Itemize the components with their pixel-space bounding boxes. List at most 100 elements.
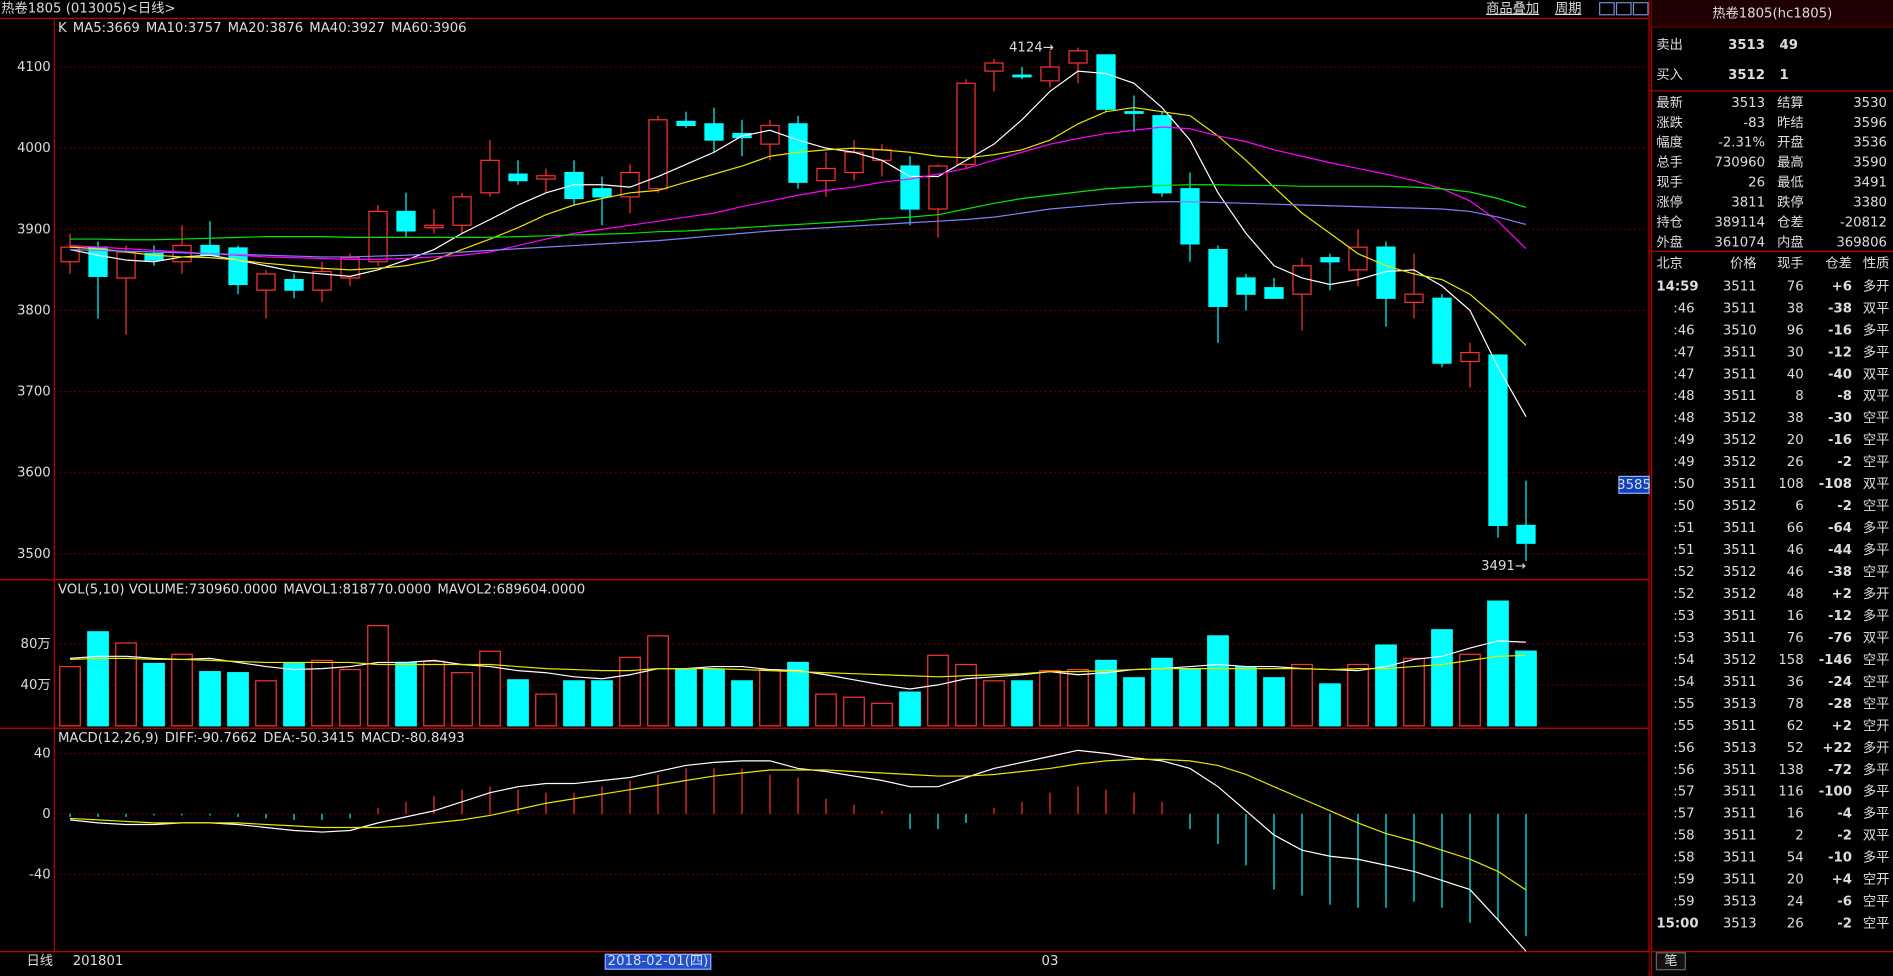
indicator-label: MA5:3669 xyxy=(73,21,140,36)
volume-bar xyxy=(983,680,1005,727)
stat-value: 3811 xyxy=(1731,195,1765,210)
tick-cell: 3511 xyxy=(1723,543,1757,558)
candle-body xyxy=(144,253,164,261)
tab-label[interactable]: 笔 xyxy=(1664,953,1677,969)
volume-bar xyxy=(591,680,613,727)
tick-cell: 多开 xyxy=(1863,585,1890,602)
volume-bar xyxy=(59,665,81,727)
stat-label: 昨结 xyxy=(1777,115,1804,131)
menu-button[interactable]: 商品叠加 xyxy=(1486,1,1539,17)
candle-body xyxy=(1236,277,1256,295)
tick-cell: :47 xyxy=(1673,345,1694,360)
candle-body xyxy=(1012,74,1032,78)
quote-price: 3513 xyxy=(1728,38,1765,53)
tick-cell: -6 xyxy=(1837,895,1852,910)
line xyxy=(70,184,1527,241)
volume-bar xyxy=(843,696,865,727)
tick-cell: 3510 xyxy=(1723,323,1757,338)
line xyxy=(69,640,1527,690)
volume-bar xyxy=(1123,677,1145,727)
stat-label: 涨停 xyxy=(1656,193,1683,210)
volume-bar xyxy=(1235,665,1257,727)
tick-cell: 多平 xyxy=(1863,607,1890,624)
stat-value: -20812 xyxy=(1840,215,1887,230)
tick-cell: +22 xyxy=(1822,741,1852,756)
tick-cell: 3511 xyxy=(1723,609,1757,624)
volume-bar xyxy=(423,660,445,727)
volume-bar xyxy=(1179,669,1201,727)
stat-value: 3590 xyxy=(1853,156,1887,171)
volume-bar xyxy=(1095,659,1117,727)
volume-bar xyxy=(395,661,417,727)
candle-body xyxy=(1516,524,1536,544)
candle-body xyxy=(1152,115,1172,194)
menu-button[interactable]: 周期 xyxy=(1555,1,1582,17)
tick-header: 北京 xyxy=(1656,255,1683,271)
candle-body xyxy=(1404,293,1424,303)
volume-bar xyxy=(199,671,221,727)
indicator-label: K xyxy=(58,21,67,36)
x-tick-label: 201801 xyxy=(73,954,124,969)
candle-body xyxy=(116,251,136,279)
tick-cell: 3511 xyxy=(1723,829,1757,844)
stat-label: 持仓 xyxy=(1656,214,1683,230)
tick-cell: 3512 xyxy=(1723,587,1757,602)
tick-cell: 空平 xyxy=(1863,432,1890,448)
tick-cell: -10 xyxy=(1828,851,1852,866)
volume-bar xyxy=(311,659,333,727)
candle-body xyxy=(284,278,304,291)
tick-cell: :51 xyxy=(1673,521,1694,536)
stat-value: 3491 xyxy=(1853,176,1887,191)
tick-cell: :55 xyxy=(1673,719,1694,734)
tick-cell: :58 xyxy=(1673,851,1694,866)
candle-body xyxy=(564,171,584,200)
tick-cell: -72 xyxy=(1828,763,1852,778)
y-tick-label: 4000 xyxy=(17,141,51,156)
volume-bar xyxy=(731,680,753,727)
stat-value: 26 xyxy=(1748,176,1765,191)
candle-body xyxy=(760,124,780,145)
line xyxy=(69,126,1527,260)
candle-body xyxy=(228,247,248,286)
volume-bar xyxy=(1151,657,1173,727)
volume-bar xyxy=(1375,644,1397,727)
indicator-label: MA10:3757 xyxy=(146,21,222,36)
candle-body xyxy=(1264,287,1284,299)
volume-bar xyxy=(871,702,893,727)
tick-cell: 14:59 xyxy=(1656,279,1698,294)
tick-cell: -40 xyxy=(1828,367,1852,382)
candle-body xyxy=(1096,54,1116,110)
tick-cell: 54 xyxy=(1787,851,1804,866)
tick-cell: -16 xyxy=(1828,323,1852,338)
tick-cell: 空开 xyxy=(1863,872,1890,888)
tick-cell: 2 xyxy=(1795,829,1803,844)
y-tick-label: 3800 xyxy=(17,303,51,318)
tick-cell: 空平 xyxy=(1863,696,1890,712)
tick-cell: 3511 xyxy=(1723,785,1757,800)
candle-body xyxy=(452,196,472,226)
tick-cell: 46 xyxy=(1787,543,1804,558)
tick-cell: :59 xyxy=(1673,895,1694,910)
tick-cell: 多平 xyxy=(1863,519,1890,536)
y-tick-label: 3900 xyxy=(17,222,51,237)
tick-cell: -2 xyxy=(1837,499,1852,514)
volume-bar xyxy=(451,672,473,727)
candle-body xyxy=(312,270,332,291)
button[interactable] xyxy=(1632,2,1649,16)
button[interactable] xyxy=(1615,2,1632,16)
tick-cell: 40 xyxy=(1787,367,1804,382)
candle-body xyxy=(592,188,612,198)
indicator-label: MAVOL1:818770.0000 xyxy=(283,582,431,597)
stat-value: 3530 xyxy=(1853,96,1887,111)
stat-value: -83 xyxy=(1743,116,1765,131)
button[interactable] xyxy=(1599,2,1615,16)
stat-label: 结算 xyxy=(1777,95,1804,111)
tick-cell: 多平 xyxy=(1863,805,1890,822)
tick-cell: 116 xyxy=(1778,785,1803,800)
tab[interactable] xyxy=(1655,952,1686,971)
tick-cell: 76 xyxy=(1787,631,1804,646)
tick-cell: -146 xyxy=(1819,653,1852,668)
tick-cell: 3512 xyxy=(1723,499,1757,514)
stat-label: 最新 xyxy=(1656,95,1683,111)
window-buttons[interactable] xyxy=(1599,2,1649,16)
